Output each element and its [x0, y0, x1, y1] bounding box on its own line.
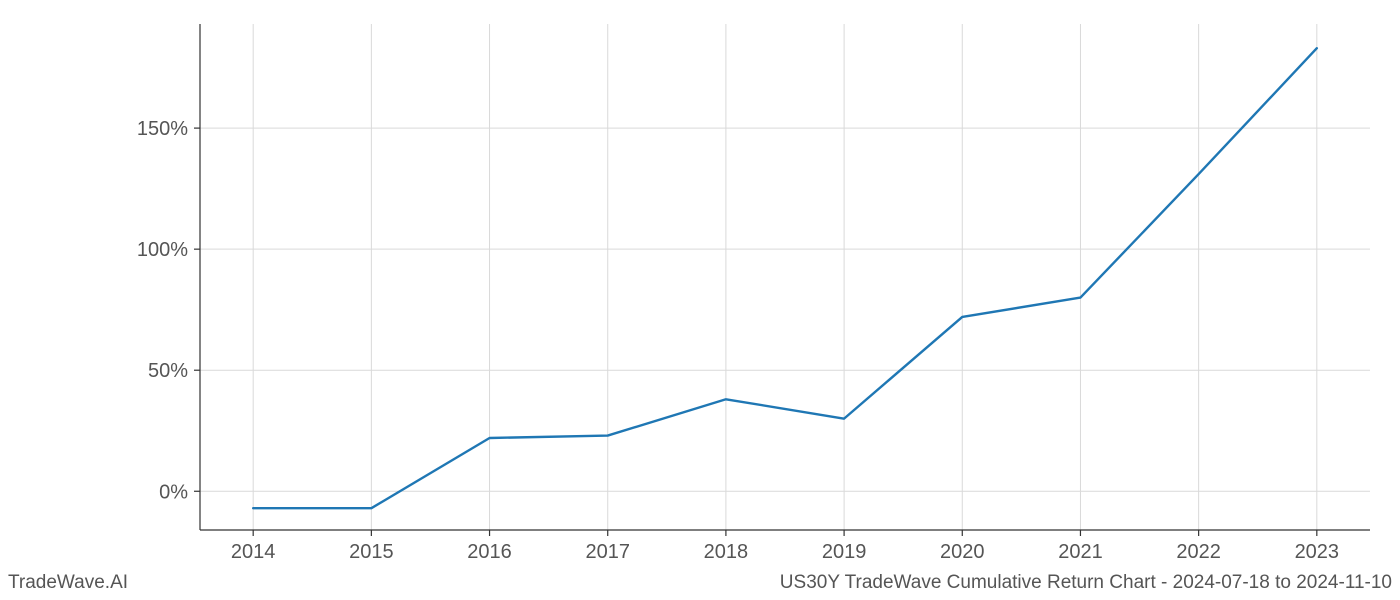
footer-right: US30Y TradeWave Cumulative Return Chart … — [780, 572, 1392, 594]
x-tick-label: 2021 — [1058, 541, 1103, 563]
chart-footer: TradeWave.AI US30Y TradeWave Cumulative … — [0, 572, 1400, 594]
x-tick-label: 2015 — [349, 541, 394, 563]
x-tick-label: 2019 — [822, 541, 867, 563]
x-tick-label: 2022 — [1176, 541, 1221, 563]
y-tick-label: 0% — [159, 481, 188, 503]
line-chart: 2014 2015 2016 2017 2018 2019 2020 2021 2022 2023… — [0, 0, 1400, 600]
y-tick-label: 50% — [148, 360, 188, 382]
x-tick-label: 2016 — [467, 541, 512, 563]
x-tick-label: 2014 — [231, 541, 276, 563]
chart-container: 2014 2015 2016 2017 2018 2019 2020 2021 2022 2023… — [0, 0, 1400, 600]
x-tick-label: 2023 — [1295, 541, 1340, 563]
footer-left: TradeWave.AI — [8, 572, 128, 594]
x-tick-label: 2020 — [940, 541, 985, 563]
y-tick-label: 100% — [137, 239, 188, 261]
x-tick-label: 2017 — [585, 541, 630, 563]
y-tick-label: 150% — [137, 118, 188, 140]
x-tick-label: 2018 — [704, 541, 749, 563]
